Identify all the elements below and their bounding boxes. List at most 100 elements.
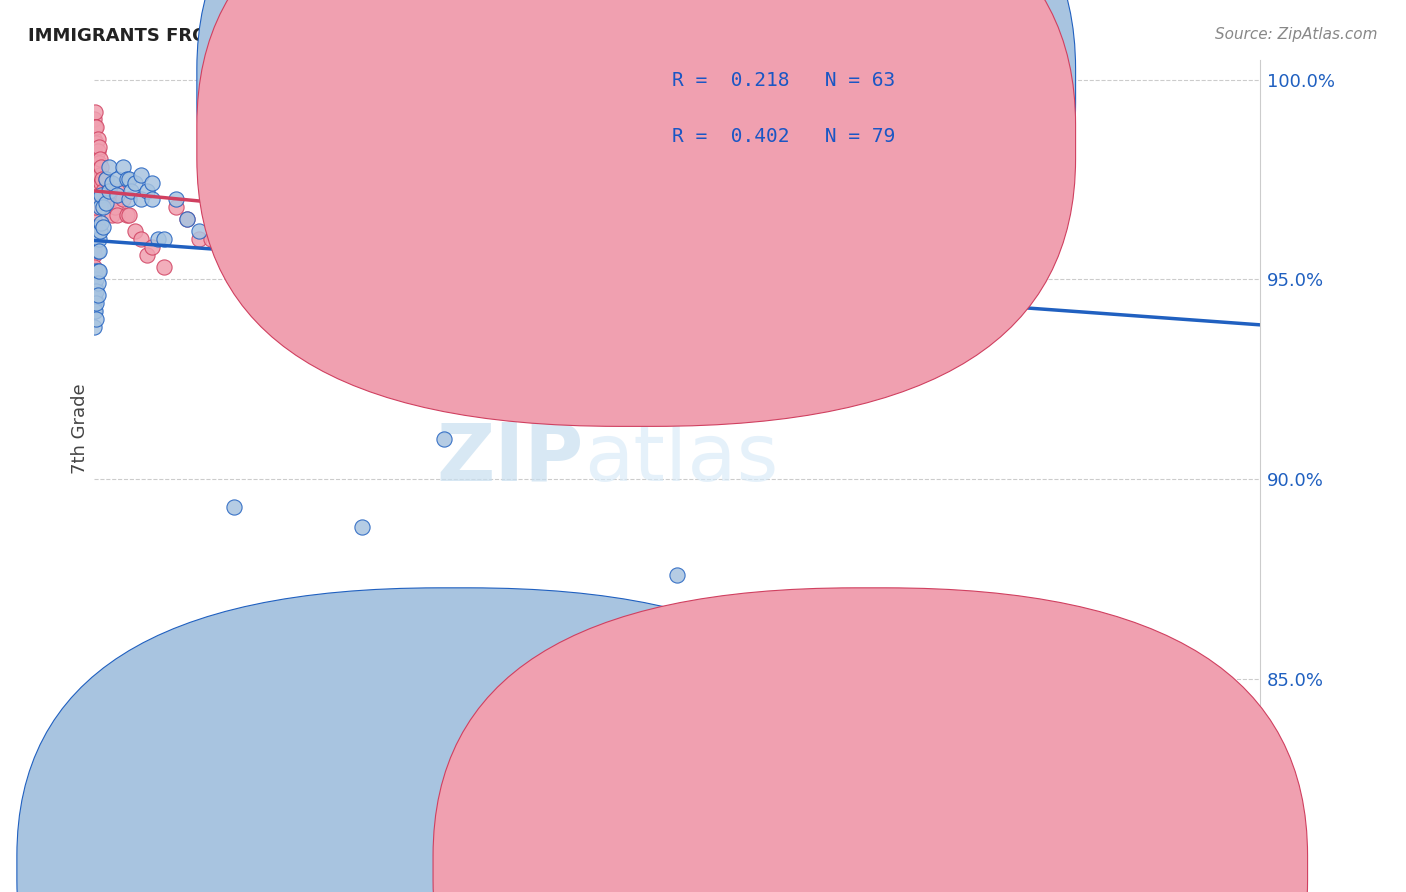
Point [94,196,117,211]
Point [84,200,107,214]
Point [86,161,108,175]
Point [83,232,105,246]
Point [84,120,107,135]
Point [94,172,117,186]
Point [87,264,110,278]
Point [83,212,105,227]
Point [86,288,108,302]
Point [90,188,112,202]
Point [90,161,112,175]
Point [90,192,112,206]
Point [433,232,456,246]
Point [148,232,170,246]
Point [211,224,233,238]
Point [246,232,269,246]
Point [115,208,138,222]
Point [86,177,108,191]
Point [235,240,257,254]
Point [89,153,111,167]
Point [83,240,105,254]
Point [107,185,129,199]
Point [86,180,108,194]
Point [86,244,108,259]
Point [83,320,105,334]
Point [100,192,122,206]
Point [398,200,420,214]
Text: R =  0.402   N = 79: R = 0.402 N = 79 [672,127,896,146]
Point [87,232,110,246]
Point [141,240,163,254]
Point [339,204,361,219]
Point [84,136,107,151]
Point [316,232,339,246]
Text: 100.0%: 100.0% [1226,823,1294,841]
Point [86,312,108,326]
Point [135,185,157,199]
Point [83,260,105,275]
Point [86,192,108,206]
Point [118,172,141,186]
Point [83,156,105,170]
Text: Immigrants from Philippines: Immigrants from Philippines [478,859,733,877]
Point [153,260,176,275]
Point [129,169,152,183]
Point [84,292,107,306]
Point [135,248,157,262]
Point [84,177,107,191]
Point [87,140,110,154]
Point [398,224,420,238]
Point [83,169,105,183]
Point [83,304,105,318]
Point [235,224,257,238]
Point [222,500,245,514]
Point [83,177,105,191]
Point [107,188,129,202]
Point [200,208,222,222]
Point [339,220,361,235]
Point [188,232,211,246]
Point [665,567,688,582]
Point [86,145,108,159]
Point [526,185,548,199]
Point [98,185,121,199]
Point [83,220,105,235]
Point [339,200,361,214]
Point [270,240,292,254]
Point [86,232,108,246]
Point [84,304,107,318]
Point [86,120,108,135]
Point [491,200,513,214]
Point [118,208,141,222]
Point [89,200,111,214]
Point [86,296,108,310]
Point [93,200,115,214]
Point [93,185,115,199]
Point [100,208,122,222]
Point [84,153,107,167]
Point [90,177,112,191]
Point [91,188,114,202]
Point [83,132,105,146]
Point [235,192,257,206]
Point [120,185,142,199]
Point [86,264,108,278]
Point [526,88,548,103]
Point [124,177,146,191]
Point [90,216,112,230]
Point [107,208,129,222]
Point [200,232,222,246]
Point [86,132,108,146]
Point [83,112,105,127]
Point [87,156,110,170]
Point [86,220,108,235]
Point [94,172,117,186]
Point [526,172,548,186]
Point [86,272,108,286]
Y-axis label: 7th Grade: 7th Grade [72,384,89,475]
Point [107,172,129,186]
Point [141,192,163,206]
Point [94,192,117,206]
Text: IMMIGRANTS FROM PHILIPPINES VS CHICKASAW 7TH GRADE CORRELATION CHART: IMMIGRANTS FROM PHILIPPINES VS CHICKASAW… [28,27,862,45]
Point [86,284,108,298]
Point [83,192,105,206]
